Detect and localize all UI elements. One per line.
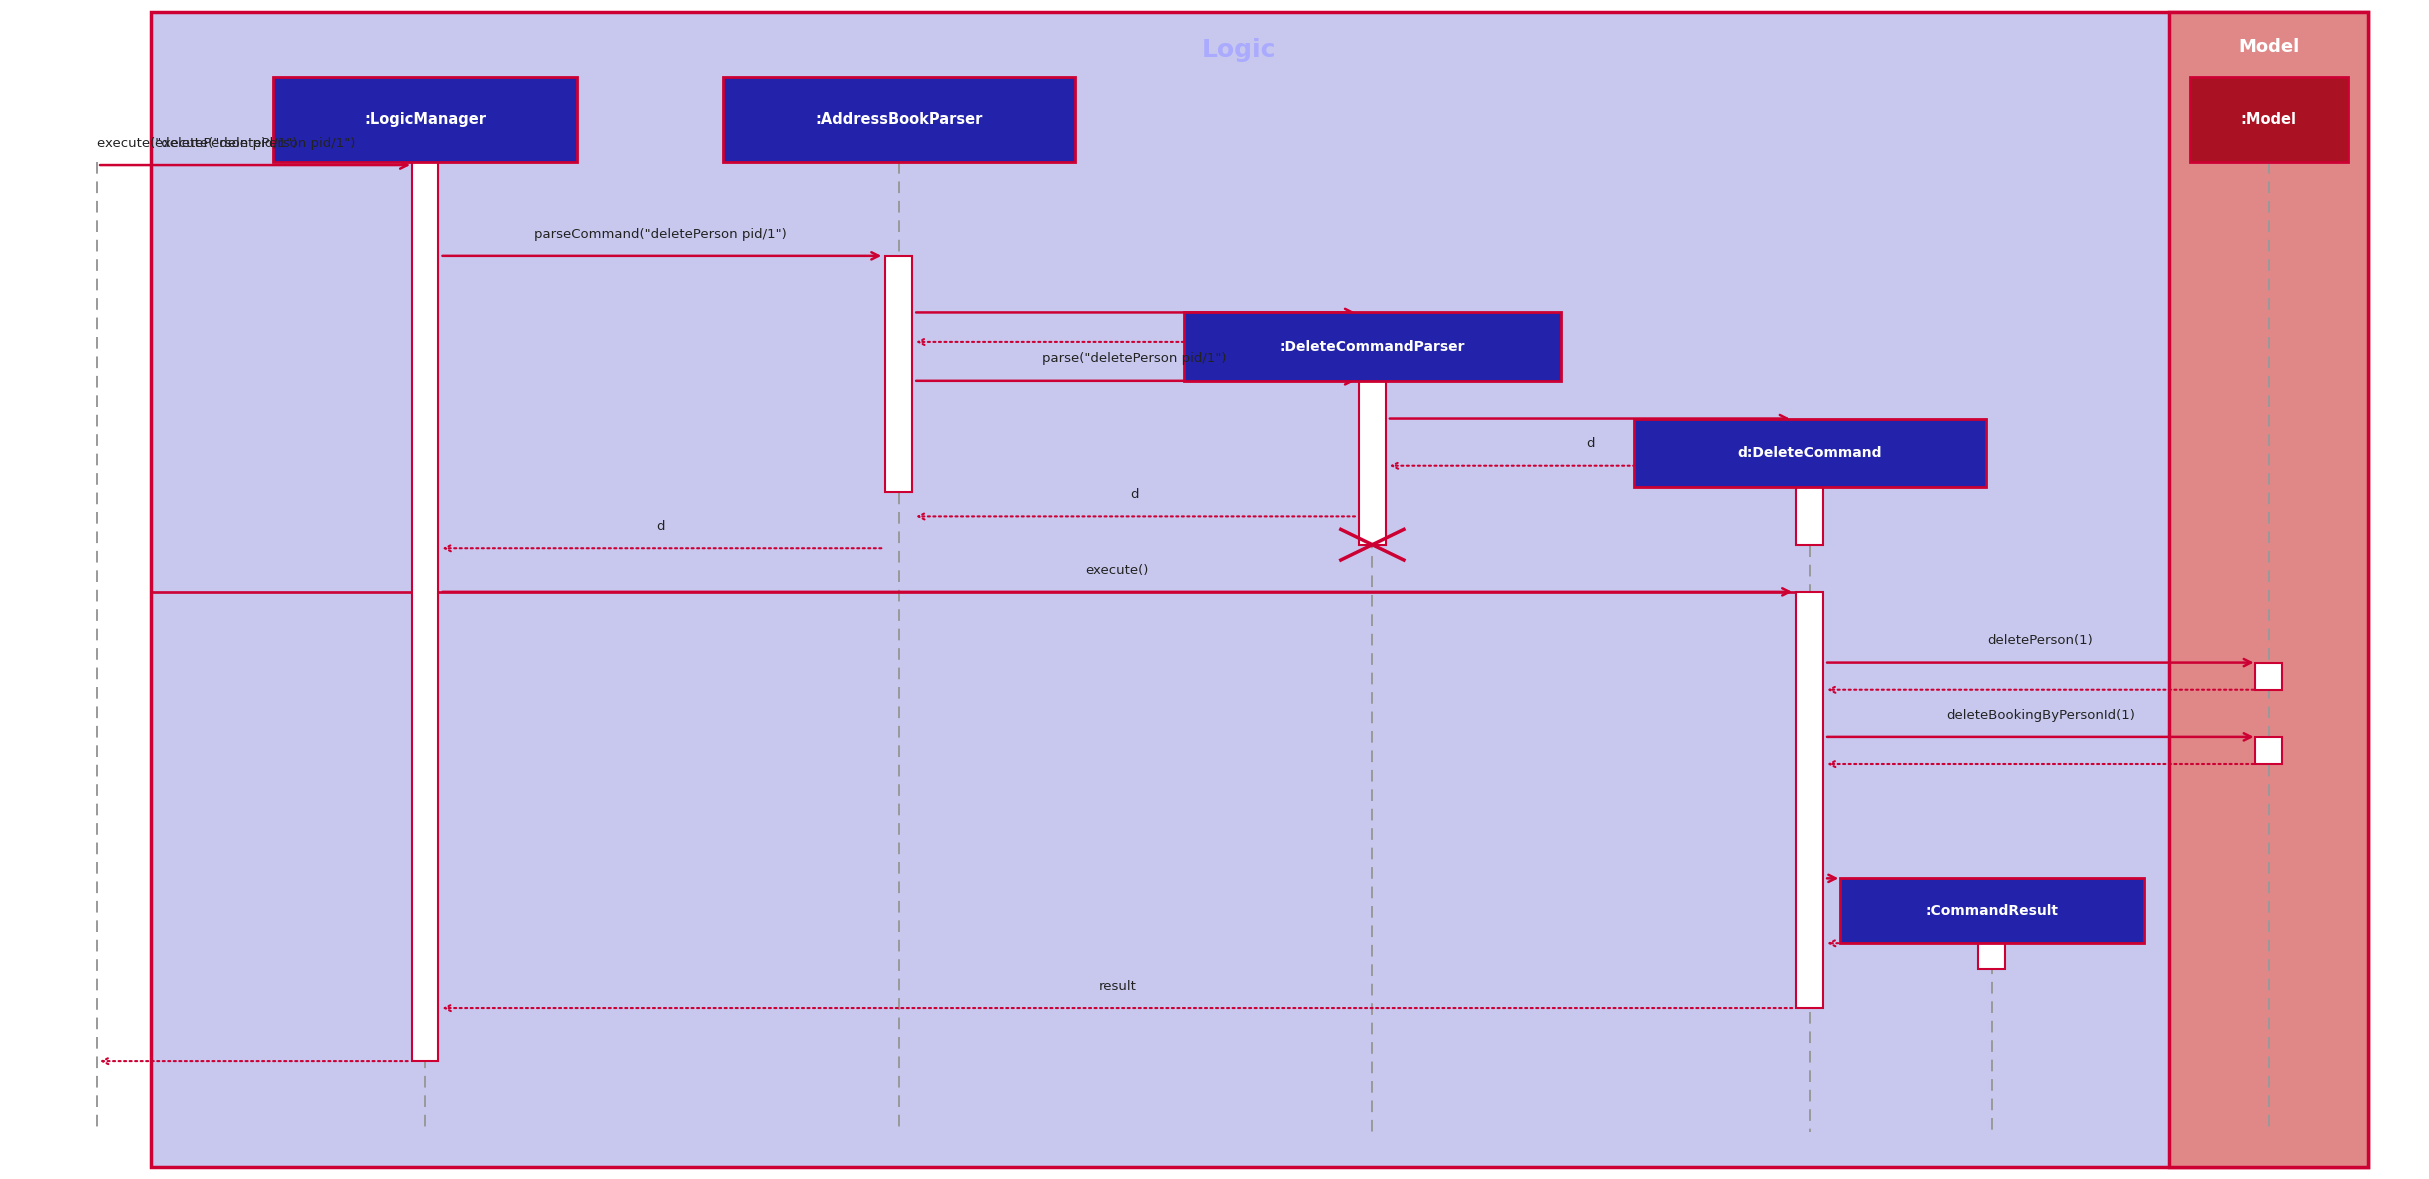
Bar: [1183, 312, 1559, 381]
Bar: [2257, 663, 2283, 690]
Text: parse("deletePerson pid/1"): parse("deletePerson pid/1"): [1042, 353, 1227, 365]
Text: d:DeleteCommand: d:DeleteCommand: [1737, 446, 1882, 460]
Text: d: d: [1586, 437, 1596, 450]
Bar: [2169, 12, 2368, 1167]
Text: execute(): execute(): [1086, 564, 1149, 577]
Bar: [411, 162, 437, 1061]
Bar: [272, 77, 578, 162]
Text: deleteBookingByPersonId(1): deleteBookingByPersonId(1): [1946, 709, 2135, 722]
Bar: [1360, 381, 1385, 545]
Text: deletePerson(1): deletePerson(1): [1987, 634, 2094, 647]
Bar: [2257, 737, 2283, 764]
Text: execute("deletePerson pid/1"): execute("deletePerson pid/1"): [155, 137, 355, 150]
Bar: [1632, 419, 1987, 487]
Text: parseCommand("deletePerson pid/1"): parseCommand("deletePerson pid/1"): [534, 228, 787, 241]
Text: Model: Model: [2237, 38, 2300, 55]
Text: d: d: [656, 520, 666, 533]
Text: d: d: [1129, 488, 1139, 501]
Bar: [1841, 878, 2142, 943]
Text: Logic: Logic: [1202, 38, 1275, 61]
Bar: [2191, 77, 2349, 162]
Text: :LogicManager: :LogicManager: [364, 112, 486, 126]
Text: :Model: :Model: [2240, 112, 2298, 126]
Text: result: result: [1098, 980, 1137, 993]
Text: :AddressBookParser: :AddressBookParser: [816, 112, 981, 126]
Bar: [1797, 487, 1824, 545]
Text: :DeleteCommandParser: :DeleteCommandParser: [1280, 340, 1465, 354]
Bar: [1977, 943, 2006, 969]
Bar: [1797, 592, 1824, 1008]
Text: execute("deletePerson pid/1"): execute("deletePerson pid/1"): [97, 137, 296, 150]
Bar: [724, 77, 1074, 162]
Text: :CommandResult: :CommandResult: [1926, 904, 2057, 917]
Bar: [884, 256, 913, 492]
